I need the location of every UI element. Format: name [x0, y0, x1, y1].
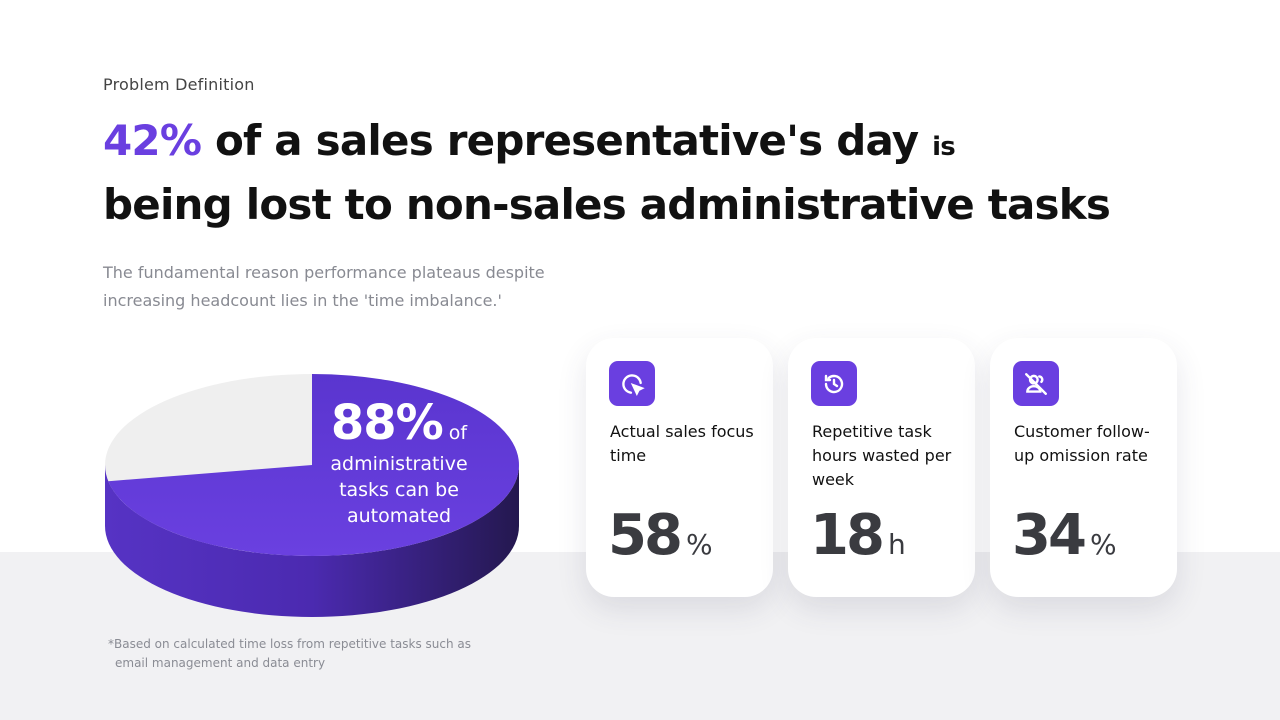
stat-unit: h: [887, 528, 906, 561]
stat-value: 58%: [608, 503, 713, 568]
footnote-line2: email management and data entry: [115, 656, 326, 670]
subtitle: The fundamental reason performance plate…: [103, 259, 545, 315]
pie-of: of: [448, 422, 468, 444]
pie-chart: [105, 374, 519, 617]
stat-value: 18 h: [810, 503, 906, 568]
title-small: is: [932, 132, 956, 162]
stat-label: Actual sales focus time: [610, 422, 754, 465]
title-line2: being lost to non-sales administrative t…: [103, 180, 1111, 229]
stat-unit: %: [1089, 528, 1117, 561]
stat-number: 58: [608, 503, 683, 568]
stat-value: 34%: [1012, 503, 1117, 568]
stat-number: 18: [810, 503, 885, 568]
subtitle-line2: increasing headcount lies in the 'time i…: [103, 291, 502, 310]
user-off-icon: [1013, 361, 1059, 406]
pie-line3: automated: [346, 505, 452, 527]
history-icon: [811, 361, 857, 406]
pie-percent: 88%: [330, 395, 444, 451]
stat-card-focus-time: Actual sales focus time 58%: [586, 338, 773, 597]
title-highlight: 42%: [103, 116, 202, 165]
stat-unit: %: [685, 528, 713, 561]
stat-card-omission-rate: Customer follow-up omission rate 34%: [990, 338, 1177, 597]
section-label: Problem Definition: [103, 75, 255, 94]
stat-number: 34: [1012, 503, 1087, 568]
title-part1: of a sales representative's day: [201, 116, 933, 165]
pie-line1: administrative: [330, 453, 468, 475]
stat-label: Repetitive task hours wasted per week: [812, 422, 952, 489]
pie-label: 88% of administrative tasks can be autom…: [306, 395, 492, 529]
pie-line2: tasks can be: [339, 479, 459, 501]
footnote: *Based on calculated time loss from repe…: [108, 635, 471, 673]
page-title: 42% of a sales representative's day is b…: [103, 112, 1111, 234]
cursor-click-icon: [609, 361, 655, 406]
pie-slice-automatable: [108, 374, 519, 556]
stat-label: Customer follow-up omission rate: [1014, 422, 1150, 465]
subtitle-line1: The fundamental reason performance plate…: [103, 263, 545, 282]
footnote-line1: *Based on calculated time loss from repe…: [108, 637, 472, 651]
stat-card-wasted-hours: Repetitive task hours wasted per week 18…: [788, 338, 975, 597]
